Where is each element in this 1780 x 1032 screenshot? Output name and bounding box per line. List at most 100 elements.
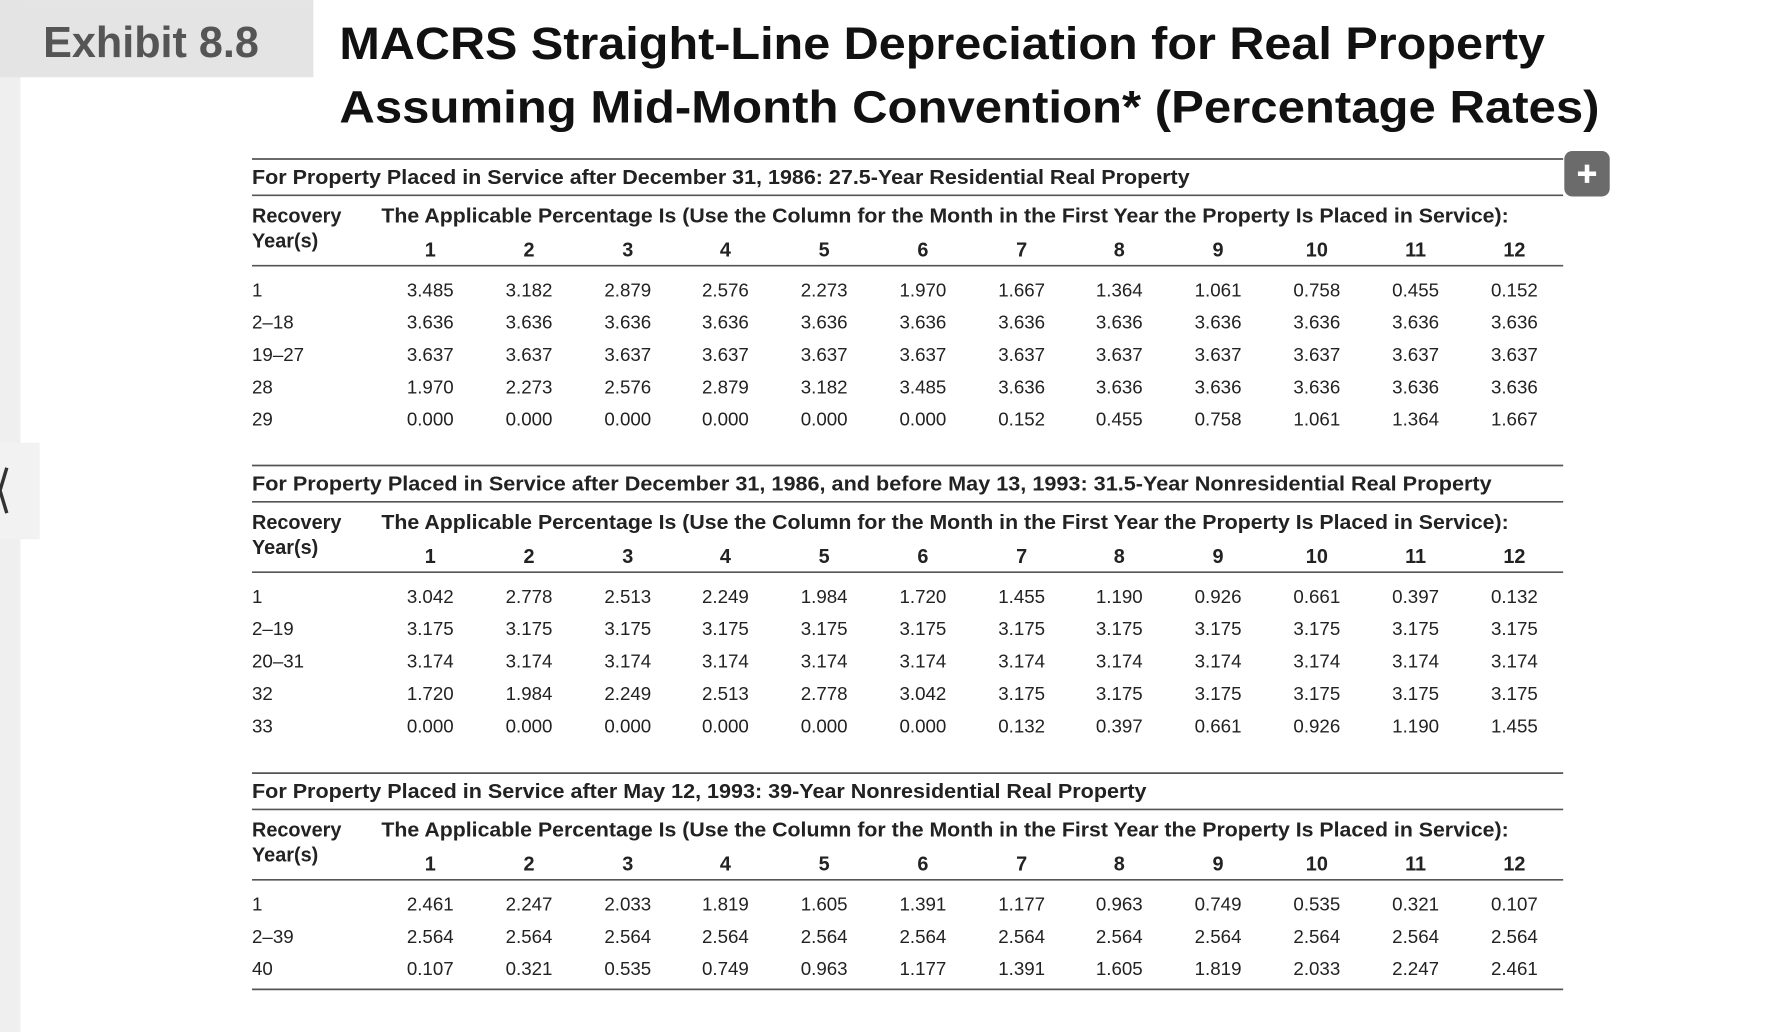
row-label: 40	[252, 958, 273, 979]
cell: 1.061	[1195, 279, 1242, 300]
cell: 3.175	[702, 618, 749, 639]
row-label: 1	[252, 893, 262, 914]
title: MACRS Straight-Line Depreciation for Rea…	[339, 18, 1545, 69]
cell: 2.564	[998, 926, 1045, 947]
month-header: 7	[1016, 854, 1027, 876]
cell: 2.879	[702, 376, 749, 397]
month-header: 7	[1016, 546, 1027, 568]
cell: 0.926	[1195, 586, 1242, 607]
cell: 3.636	[899, 312, 946, 333]
cell: 0.749	[702, 958, 749, 979]
month-header: 4	[720, 854, 731, 876]
exhibit-box	[0, 0, 314, 78]
cell: 3.636	[1491, 376, 1538, 397]
cell: 2.564	[1392, 926, 1439, 947]
row-label: 1	[252, 279, 262, 300]
row-header: Recovery	[252, 512, 341, 534]
month-header: 6	[917, 240, 928, 262]
cell: 0.535	[604, 958, 651, 979]
cell: 2.564	[1096, 926, 1143, 947]
cell: 3.636	[998, 376, 1045, 397]
month-header: 2	[523, 854, 534, 876]
cell: 1.364	[1392, 409, 1439, 430]
row-label: 2–39	[252, 926, 294, 947]
cell: 3.637	[1096, 344, 1143, 365]
month-header: 11	[1405, 240, 1426, 262]
month-header: 10	[1306, 854, 1328, 876]
month-header: 9	[1213, 854, 1224, 876]
cell: 3.485	[899, 376, 946, 397]
cell: 0.397	[1392, 586, 1439, 607]
cell: 3.636	[506, 312, 553, 333]
cell: 1.819	[702, 893, 749, 914]
cell: 0.000	[702, 715, 749, 736]
month-header: 1	[425, 240, 436, 262]
cell: 3.636	[1096, 312, 1143, 333]
row-label: 33	[252, 715, 273, 736]
cell: 2.247	[1392, 958, 1439, 979]
row-header: Recovery	[252, 206, 341, 228]
cell: 1.190	[1096, 586, 1143, 607]
cell: 1.177	[998, 893, 1045, 914]
month-header: 8	[1114, 854, 1125, 876]
row-label: 1	[252, 586, 262, 607]
month-header: 10	[1306, 546, 1328, 568]
month-header: 6	[917, 546, 928, 568]
cell: 0.000	[506, 715, 553, 736]
cell: 3.636	[801, 312, 848, 333]
cell: 3.636	[1392, 312, 1439, 333]
cell: 2.576	[702, 279, 749, 300]
month-header: 11	[1405, 854, 1426, 876]
cell: 0.000	[801, 409, 848, 430]
month-header: 5	[819, 546, 830, 568]
column-header: The Applicable Percentage Is (Use the Co…	[381, 206, 1508, 228]
exhibit-label: Exhibit 8.8	[43, 19, 259, 67]
cell: 2.564	[604, 926, 651, 947]
cell: 0.000	[407, 409, 454, 430]
cell: 1.455	[998, 586, 1045, 607]
cell: 0.000	[407, 715, 454, 736]
cell: 0.132	[998, 715, 1045, 736]
cell: 0.455	[1392, 279, 1439, 300]
cell: 1.984	[506, 683, 553, 704]
cell: 3.174	[899, 651, 946, 672]
cell: 1.720	[407, 683, 454, 704]
cell: 0.107	[407, 958, 454, 979]
cell: 0.661	[1293, 586, 1340, 607]
cell: 3.637	[1195, 344, 1242, 365]
cell: 0.455	[1096, 409, 1143, 430]
cell: 0.321	[506, 958, 553, 979]
cell: 2.879	[604, 279, 651, 300]
cell: 0.152	[998, 409, 1045, 430]
cell: 3.636	[702, 312, 749, 333]
cell: 2.564	[1491, 926, 1538, 947]
cell: 2.461	[1491, 958, 1538, 979]
cell: 3.175	[1096, 683, 1143, 704]
table-heading: For Property Placed in Service after Dec…	[252, 473, 1492, 495]
cell: 3.175	[998, 618, 1045, 639]
cell: 2.778	[506, 586, 553, 607]
cell: 3.174	[407, 651, 454, 672]
row-label: 32	[252, 683, 273, 704]
cell: 1.970	[899, 279, 946, 300]
cell: 3.636	[1195, 312, 1242, 333]
cell: 2.564	[1195, 926, 1242, 947]
cell: 2.249	[702, 586, 749, 607]
cell: 0.107	[1491, 893, 1538, 914]
month-header: 3	[622, 854, 633, 876]
cell: 3.175	[1293, 618, 1340, 639]
month-header: 7	[1016, 240, 1027, 262]
cell: 2.461	[407, 893, 454, 914]
cell: 3.182	[801, 376, 848, 397]
cell: 2.564	[506, 926, 553, 947]
month-header: 2	[523, 546, 534, 568]
month-header: 10	[1306, 240, 1328, 262]
cell: 0.000	[801, 715, 848, 736]
cell: 3.174	[506, 651, 553, 672]
cell: 3.175	[1491, 618, 1538, 639]
side-tab[interactable]	[0, 442, 40, 540]
month-header: 5	[819, 240, 830, 262]
row-label: 29	[252, 409, 273, 430]
